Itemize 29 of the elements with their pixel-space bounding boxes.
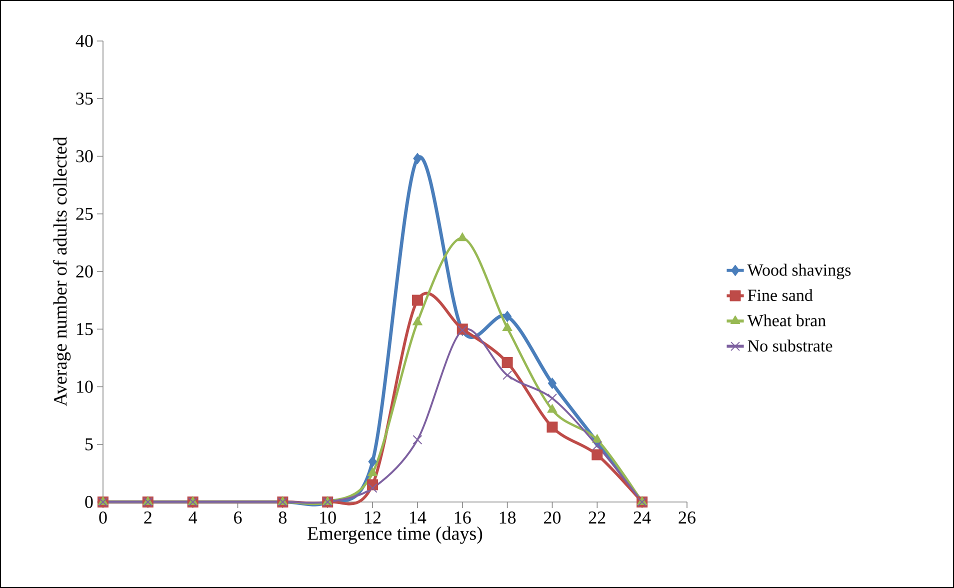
x-tick-label: 4 <box>188 512 198 524</box>
x-tick-label: 2 <box>144 512 152 524</box>
x-tick-label: 8 <box>278 512 287 524</box>
legend-label: Fine sand <box>748 289 813 302</box>
x-tick-label: 14 <box>410 512 426 524</box>
x-tick-label: 20 <box>544 512 561 524</box>
y-tick-label: 20 <box>76 265 93 278</box>
legend-label: Wheat bran <box>747 314 826 326</box>
y-tick-label: 25 <box>76 208 93 220</box>
y-tick-label: 35 <box>76 92 93 105</box>
y-tick-label: 5 <box>86 438 93 450</box>
x-tick-label: 18 <box>500 512 516 524</box>
y-tick-label: 15 <box>77 323 93 336</box>
y-tick-label: 10 <box>77 380 93 393</box>
y-tick-label: 40 <box>76 34 93 48</box>
x-tick-label: 12 <box>365 512 381 524</box>
x-tick-label: 24 <box>634 512 651 524</box>
y-tick-label: 0 <box>85 496 93 508</box>
x-tick-label: 6 <box>234 512 242 524</box>
x-tick-label: 26 <box>678 512 696 524</box>
legend-label: No substrate <box>748 340 832 352</box>
y-tick-label: 30 <box>76 150 93 162</box>
x-tick-label: 22 <box>588 512 606 524</box>
x-tick-label: 0 <box>99 512 107 524</box>
legend-label: Wood shavings <box>747 264 851 280</box>
y-axis-title: Average number of adults collected <box>53 136 71 406</box>
x-tick-label: 10 <box>320 512 336 524</box>
x-axis-title: Emergence time (days) <box>308 526 482 544</box>
x-tick-label: 16 <box>454 512 471 524</box>
